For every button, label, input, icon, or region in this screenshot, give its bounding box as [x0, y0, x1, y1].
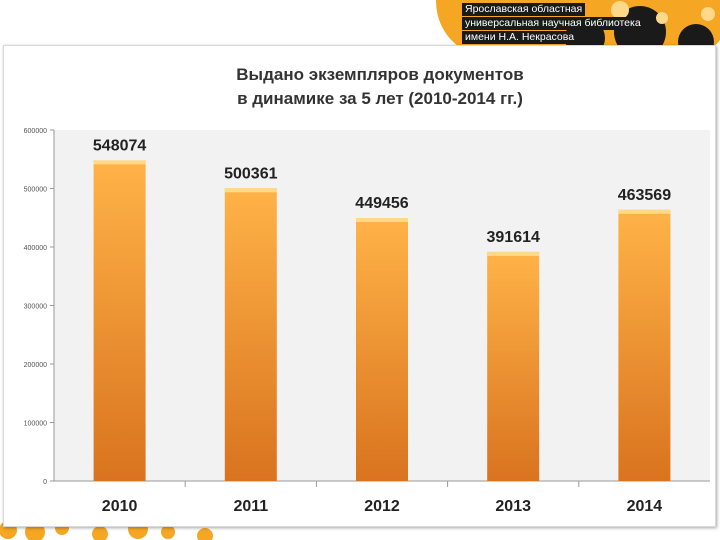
x-tick-label: 2010	[102, 498, 138, 515]
y-tick-label: 300000	[24, 304, 47, 311]
logo-line: имени Н.А. Некрасова	[462, 31, 578, 44]
bar	[618, 209, 671, 481]
logo-line: Ярославская областная	[462, 3, 586, 16]
x-tick-label: 2012	[364, 498, 400, 515]
y-tick-label: 100000	[24, 421, 47, 428]
chart-title-line-1: Выдано экземпляров документов	[236, 65, 523, 84]
data-label: 548074	[93, 137, 146, 154]
bar	[93, 160, 146, 481]
bar	[356, 218, 408, 481]
y-tick-label: 200000	[24, 362, 47, 369]
y-tick-label: 400000	[24, 245, 47, 252]
x-tick-label: 2014	[627, 498, 663, 515]
bar-top-highlight	[356, 218, 408, 223]
bar-top-highlight	[93, 160, 146, 165]
chart-title-line-2: в динамике за 5 лет (2010-2014 гг.)	[237, 89, 523, 108]
x-tick-label: 2013	[495, 498, 531, 515]
y-tick-label: 0	[43, 479, 47, 486]
y-tick-label: 500000	[24, 187, 47, 194]
data-label: 449456	[355, 195, 408, 212]
logo-line: универсальная научная библиотека	[462, 17, 644, 30]
data-label: 500361	[224, 165, 277, 182]
bar	[487, 251, 540, 481]
x-tick-label: 2011	[233, 498, 268, 515]
y-tick-label: 600000	[24, 128, 47, 135]
data-label: 391614	[487, 229, 540, 246]
data-label: 463569	[618, 187, 671, 204]
bar	[224, 188, 277, 481]
bar-top-highlight	[224, 188, 277, 193]
bar-top-highlight	[618, 209, 671, 214]
bar-top-highlight	[487, 251, 540, 256]
library-logo-text: Ярославская областная универсальная науч…	[462, 3, 644, 45]
